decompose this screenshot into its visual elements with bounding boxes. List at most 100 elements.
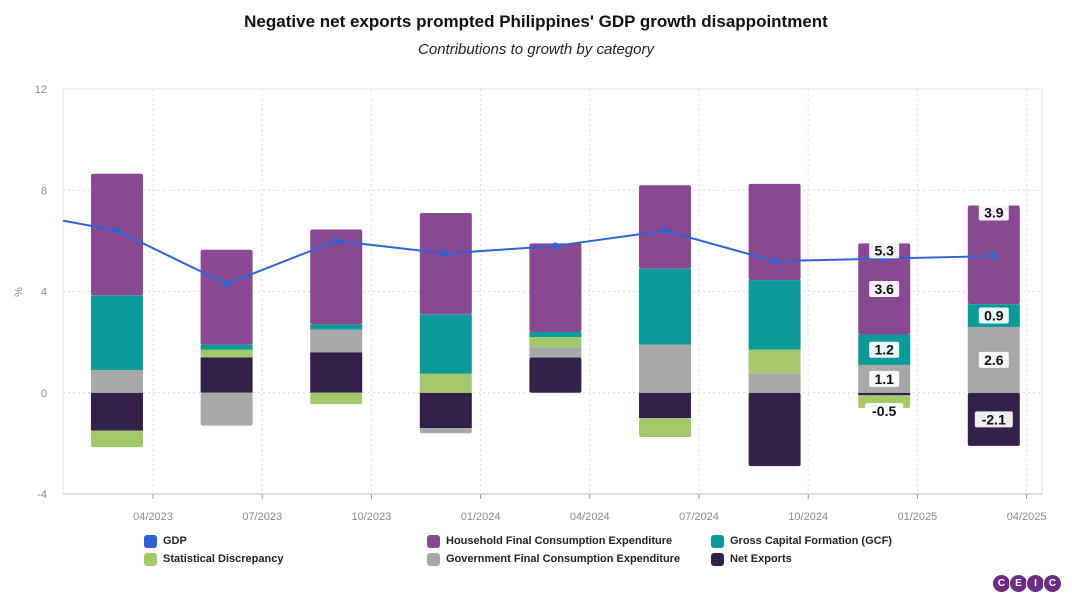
logo-letter: C: [992, 574, 1011, 593]
bar-segment: [200, 392, 253, 426]
bar-segment: [200, 357, 253, 393]
legend-swatch: [144, 552, 157, 566]
legend-label: GDP: [163, 535, 187, 547]
data-label-box: [869, 341, 900, 358]
y-axis-label: %: [13, 287, 25, 297]
y-tick-label: 0: [41, 388, 47, 400]
bar-segment: [310, 229, 363, 325]
gdp-point: [113, 227, 121, 235]
legend-label: Government Final Consumption Expenditure: [446, 553, 681, 565]
bar-segment: [91, 369, 143, 393]
chart-subtitle: Contributions to growth by category: [418, 41, 654, 58]
y-tick-label: 4: [41, 287, 47, 299]
bar-segment: [529, 332, 582, 338]
logo-letter: E: [1009, 574, 1028, 593]
data-label: 3.6: [874, 281, 894, 297]
legend-item-government[interactable]: Government Final Consumption Expenditure: [427, 551, 680, 567]
legend-item-household[interactable]: Household Final Consumption Expenditure: [427, 533, 672, 549]
data-label: 1.2: [874, 342, 894, 358]
data-label: 2.6: [984, 352, 1004, 368]
bar-segment: [91, 392, 143, 431]
y-tick-label: 8: [41, 185, 47, 197]
bar-segment: [748, 183, 801, 281]
x-tick-label: 07/2024: [679, 511, 719, 523]
y-tick-label: 12: [35, 84, 47, 96]
gdp-line: [62, 219, 994, 285]
legend-swatch: [711, 534, 724, 548]
legend-swatch: [711, 552, 724, 566]
bar-segment: [200, 344, 253, 350]
bar-segment: [639, 185, 691, 269]
x-tick-label: 10/2024: [788, 511, 828, 523]
bar-segment: [419, 373, 472, 393]
bar-segment: [529, 347, 582, 358]
gdp-point: [661, 227, 669, 235]
bar-segment: [310, 324, 363, 330]
bar-segment: [419, 392, 472, 429]
chart-legend: GDP Household Final Consumption Expendit…: [0, 533, 1072, 573]
gdp-point: [771, 257, 779, 265]
data-label-box: [869, 280, 900, 297]
bar-segment: [639, 418, 691, 438]
legend-label: Gross Capital Formation (GCF): [730, 535, 892, 547]
legend-swatch: [427, 534, 440, 548]
legend-item-gcf[interactable]: Gross Capital Formation (GCF): [711, 533, 892, 549]
bar-segment: [748, 392, 801, 467]
data-label: 1.1: [874, 371, 894, 387]
bar-segment: [419, 428, 472, 434]
bar-segment: [529, 337, 582, 348]
x-tick-label: 07/2023: [242, 511, 282, 523]
bar-segment: [748, 280, 801, 350]
bar-segment: [200, 249, 253, 345]
bar-segment: [419, 213, 472, 315]
x-tick-label: 04/2024: [570, 511, 610, 523]
legend-swatch: [427, 552, 440, 566]
bar-segment: [310, 392, 363, 405]
data-label-box: [978, 204, 1009, 221]
data-label-box: [978, 351, 1009, 368]
data-label-box: [869, 242, 900, 259]
data-label-box: [865, 402, 904, 419]
data-label-box: [974, 411, 1013, 428]
bar-segment: [748, 349, 801, 374]
bar-segment: [91, 173, 143, 296]
data-label: 0.9: [984, 308, 1004, 324]
gdp-point: [551, 242, 559, 250]
data-label: 5.3: [874, 242, 894, 258]
legend-swatch: [144, 534, 157, 548]
bar-segment: [639, 392, 691, 419]
gdp-point: [223, 280, 231, 288]
data-label-box: [978, 307, 1009, 324]
bar-segment: [529, 357, 582, 393]
bar-segment: [310, 352, 363, 393]
bar-segment: [639, 344, 691, 393]
bar-segment: [91, 295, 143, 370]
legend-label: Statistical Discrepancy: [163, 553, 284, 565]
logo-letter: C: [1043, 574, 1062, 593]
y-tick-label: -4: [37, 489, 47, 501]
x-tick-label: 01/2025: [898, 511, 938, 523]
gdp-point: [332, 237, 340, 245]
gdp-point: [990, 252, 998, 260]
data-label: 3.9: [984, 204, 1004, 220]
bar-segment: [529, 243, 582, 332]
data-label-box: [869, 370, 900, 387]
x-tick-label: 04/2025: [1007, 511, 1047, 523]
bar-segment: [310, 329, 363, 353]
bar-segment: [200, 349, 253, 358]
x-tick-label: 10/2023: [352, 511, 392, 523]
x-tick-label: 04/2023: [133, 511, 173, 523]
bar-segment: [639, 268, 691, 345]
legend-item-statistical-discrepancy[interactable]: Statistical Discrepancy: [144, 551, 283, 567]
legend-item-gdp[interactable]: GDP: [144, 533, 187, 549]
bar-segment: [748, 373, 801, 393]
legend-label: Net Exports: [730, 553, 792, 565]
data-label: -2.1: [982, 411, 1006, 427]
legend-label: Household Final Consumption Expenditure: [446, 535, 673, 547]
gdp-point: [442, 250, 450, 258]
bar-segment: [419, 314, 472, 374]
bar-segment: [91, 430, 143, 448]
x-tick-label: 01/2024: [461, 511, 501, 523]
legend-item-net-exports[interactable]: Net Exports: [711, 551, 792, 567]
